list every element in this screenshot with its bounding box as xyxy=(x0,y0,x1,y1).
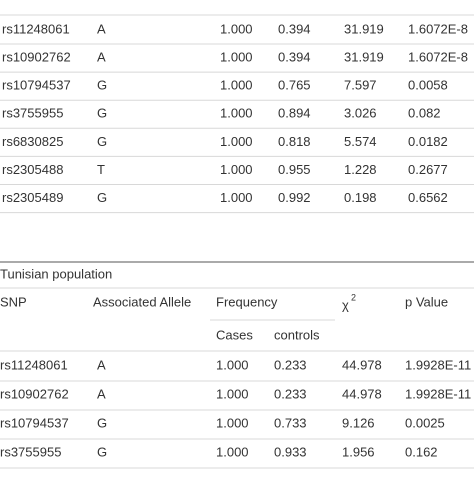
table-cell: rs6830825 xyxy=(2,134,63,149)
header-cell: Cases xyxy=(216,327,253,342)
table-cell: 0.0025 xyxy=(405,415,445,430)
table-cell: rs10902762 xyxy=(0,386,69,401)
table-cell: 1.000 xyxy=(220,162,253,177)
table-cell: 1.6072E-8 xyxy=(408,21,468,36)
table-cell: 44.978 xyxy=(342,386,382,401)
table-cell: 1.000 xyxy=(220,106,253,121)
table-cell: 5.574 xyxy=(344,134,377,149)
table-cell: 0.082 xyxy=(408,106,441,121)
table-cell: G xyxy=(97,444,107,459)
table-cell: 0.394 xyxy=(278,50,311,65)
table-cell: 0.233 xyxy=(274,386,307,401)
table-cell: 0.765 xyxy=(278,78,311,93)
table-cell: 3.026 xyxy=(344,106,377,121)
table-cell: T xyxy=(97,162,105,177)
table-cell: A xyxy=(97,21,106,36)
table-cell: 31.919 xyxy=(344,21,384,36)
header-cell: SNP xyxy=(0,294,27,309)
table-cell: 9.126 xyxy=(342,415,375,430)
table-cell: 0.933 xyxy=(274,444,307,459)
header-cell: controls xyxy=(274,327,320,342)
table-cell: 1.956 xyxy=(342,444,375,459)
table-cell: 31.919 xyxy=(344,50,384,65)
table-cell: rs10902762 xyxy=(2,50,71,65)
table-cell: rs11248061 xyxy=(0,357,68,372)
table-cell: 1.000 xyxy=(220,134,253,149)
header-cell: Associated Allele xyxy=(93,294,191,309)
table-cell: rs11248061 xyxy=(2,21,70,36)
table-cell: 0.818 xyxy=(278,134,311,149)
table-cell: G xyxy=(97,415,107,430)
table-cell: rs3755955 xyxy=(0,444,61,459)
table-cell: A xyxy=(97,386,106,401)
table-cell: 1.6072E-8 xyxy=(408,50,468,65)
table-cell: 1.228 xyxy=(344,162,377,177)
table-cell: 1.9928E-11 xyxy=(405,386,471,401)
table-cell: 1.000 xyxy=(220,190,253,205)
table-cell: 0.894 xyxy=(278,106,311,121)
table-cell: A xyxy=(97,357,106,372)
table-cell: rs3755955 xyxy=(2,106,63,121)
table-cell: G xyxy=(97,190,107,205)
table-cell: rs10794537 xyxy=(2,78,71,93)
table-cell: G xyxy=(97,134,107,149)
table-cell: 1.000 xyxy=(216,415,249,430)
table-cell: 0.2677 xyxy=(408,162,448,177)
table-cell: G xyxy=(97,106,107,121)
header-cell: χ xyxy=(342,297,349,312)
table-cell: 1.000 xyxy=(220,21,253,36)
table-cell: 0.198 xyxy=(344,190,377,205)
table-cell: rs2305489 xyxy=(2,190,63,205)
table-cell: 0.0182 xyxy=(408,134,448,149)
table-cell: 0.733 xyxy=(274,415,307,430)
table-cell: 1.000 xyxy=(220,78,253,93)
table-cell: 1.9928E-11 xyxy=(405,357,471,372)
table-cell: 7.597 xyxy=(344,78,377,93)
table-cell: 1.000 xyxy=(216,357,249,372)
table-cell: rs2305488 xyxy=(2,162,63,177)
table-cell: 0.955 xyxy=(278,162,311,177)
table-cell: 0.992 xyxy=(278,190,311,205)
header-cell: p Value xyxy=(405,294,448,309)
table-cell: 0.233 xyxy=(274,357,307,372)
table-cell: 44.978 xyxy=(342,357,382,372)
table-cell: 1.000 xyxy=(220,50,253,65)
table-cell: A xyxy=(97,50,106,65)
table-cell: 0.0058 xyxy=(408,78,448,93)
table-cell: 0.6562 xyxy=(408,190,448,205)
table-cell: 0.394 xyxy=(278,21,311,36)
table-cell: 1.000 xyxy=(216,444,249,459)
table-cell: G xyxy=(97,78,107,93)
header-cell: Frequency xyxy=(216,294,278,309)
table-caption: Tunisian population xyxy=(0,266,112,281)
table-cell: rs10794537 xyxy=(0,415,69,430)
table-cell: 0.162 xyxy=(405,444,438,459)
header-superscript: 2 xyxy=(351,292,356,302)
table-cell: 1.000 xyxy=(216,386,249,401)
